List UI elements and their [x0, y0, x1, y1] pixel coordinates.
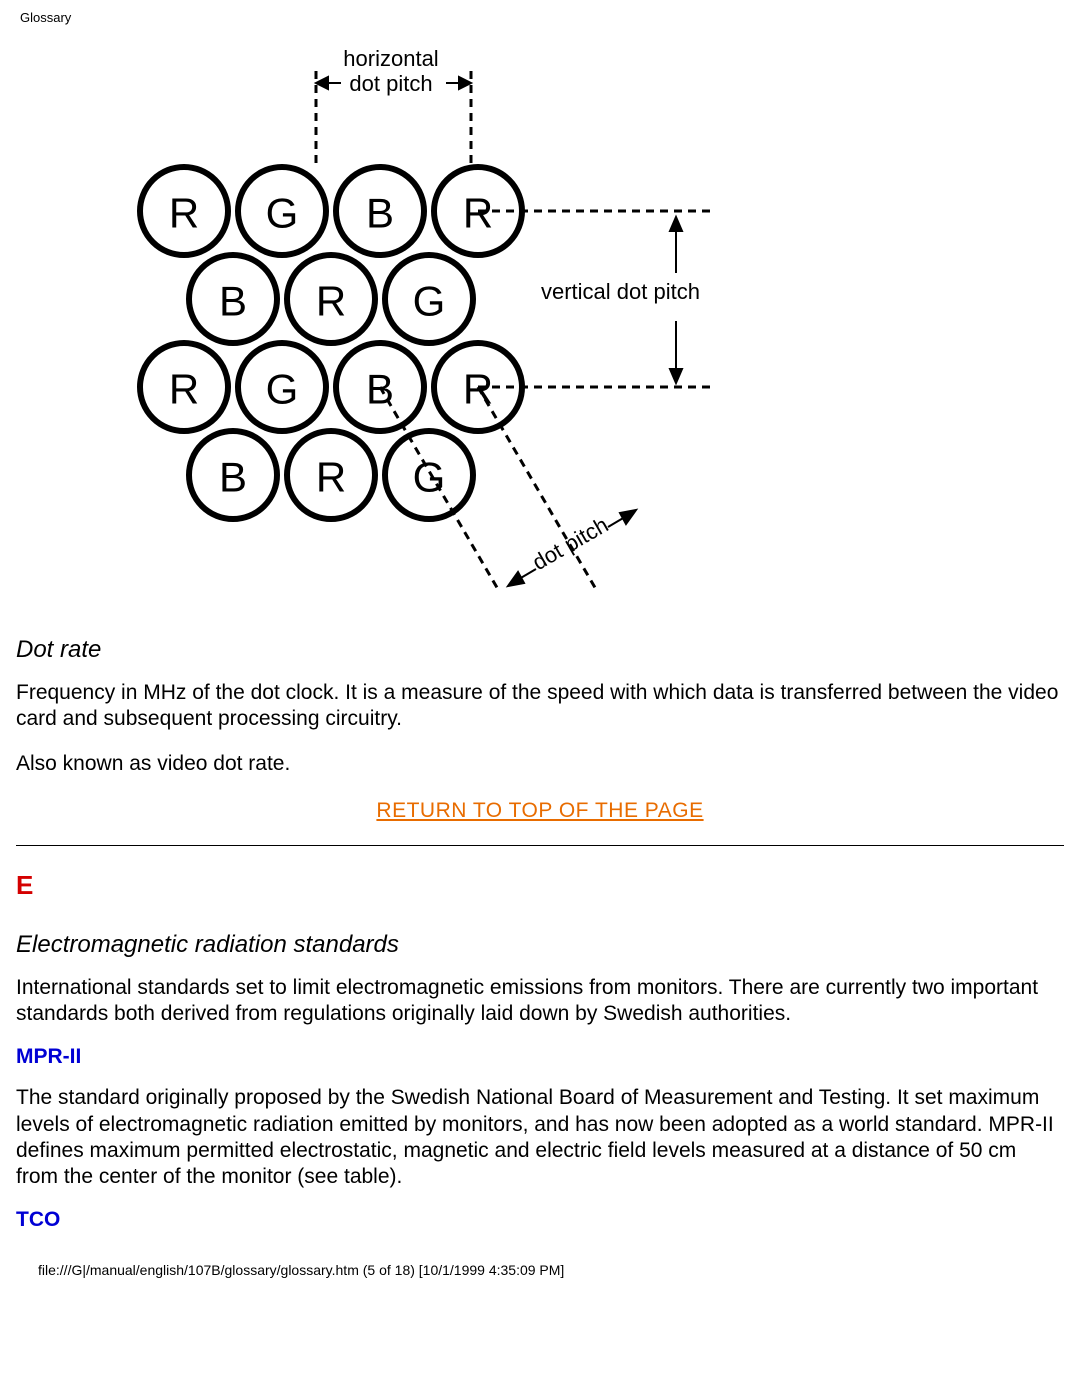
phosphor-letter: R — [316, 454, 346, 501]
diagram-label-horizontal-1: horizontal — [343, 46, 438, 71]
mpr-ii-heading: MPR-II — [16, 1045, 1064, 1069]
phosphor-letter: B — [219, 454, 247, 501]
phosphor-letter: G — [413, 278, 446, 325]
phosphor-letter: G — [266, 366, 299, 413]
diagram-label-horizontal-2: dot pitch — [349, 71, 432, 96]
dot-rate-heading: Dot rate — [16, 636, 1064, 664]
dot-pitch-diagram: horizontal dot pitch vertical dot pitch — [76, 31, 1064, 596]
phosphor-letter: G — [413, 454, 446, 501]
page-footer: file:///G|/manual/english/107B/glossary/… — [38, 1262, 1064, 1278]
section-letter-e: E — [16, 870, 1064, 901]
dot-rate-para-2: Also known as video dot rate. — [16, 751, 1064, 777]
em-standards-heading: Electromagnetic radiation standards — [16, 931, 1064, 959]
page-header: Glossary — [20, 10, 1064, 25]
phosphor-letter: B — [366, 190, 394, 237]
phosphor-letter: R — [463, 190, 493, 237]
phosphor-letter: R — [316, 278, 346, 325]
em-standards-para: International standards set to limit ele… — [16, 975, 1064, 1028]
tco-heading: TCO — [16, 1208, 1064, 1232]
phosphor-letter: B — [366, 366, 394, 413]
mpr-ii-para: The standard originally proposed by the … — [16, 1085, 1064, 1190]
diagram-label-diagonal: dot pitch — [528, 512, 613, 575]
phosphor-letter: R — [169, 366, 199, 413]
phosphor-letter: G — [266, 190, 299, 237]
dot-rate-para-1: Frequency in MHz of the dot clock. It is… — [16, 680, 1064, 733]
return-to-top-link[interactable]: RETURN TO TOP OF THE PAGE — [376, 799, 703, 822]
phosphor-letter: R — [463, 366, 493, 413]
phosphor-letter: R — [169, 190, 199, 237]
diagram-label-vertical: vertical dot pitch — [541, 279, 700, 304]
divider — [16, 845, 1064, 846]
phosphor-letter: B — [219, 278, 247, 325]
